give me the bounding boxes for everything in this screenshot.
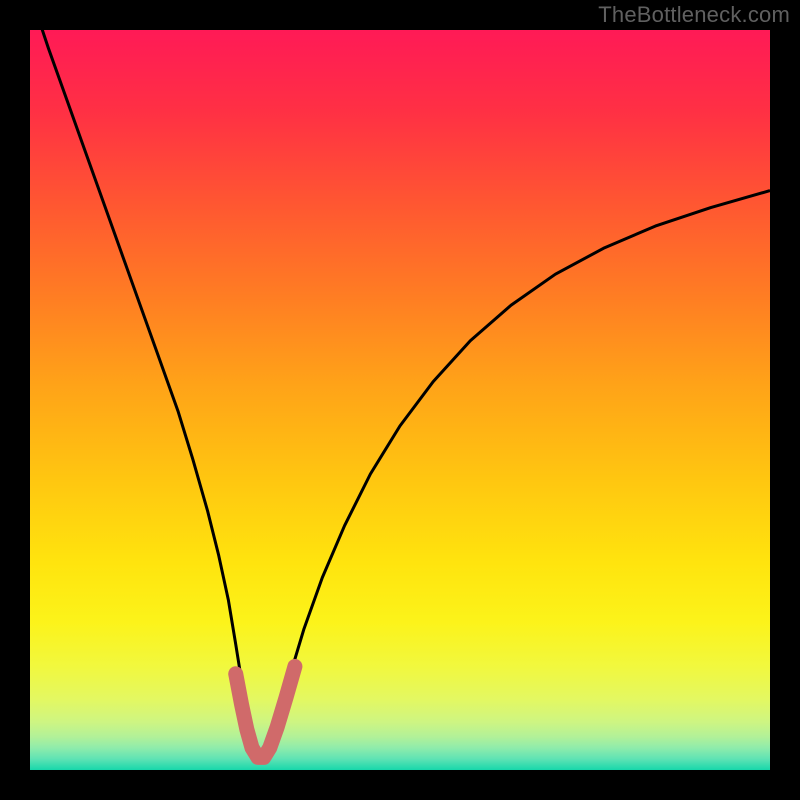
gradient-background-rect xyxy=(30,30,770,770)
figure-root: TheBottleneck.com xyxy=(0,0,800,800)
watermark-text: TheBottleneck.com xyxy=(598,2,790,28)
plot-svg xyxy=(0,0,800,800)
